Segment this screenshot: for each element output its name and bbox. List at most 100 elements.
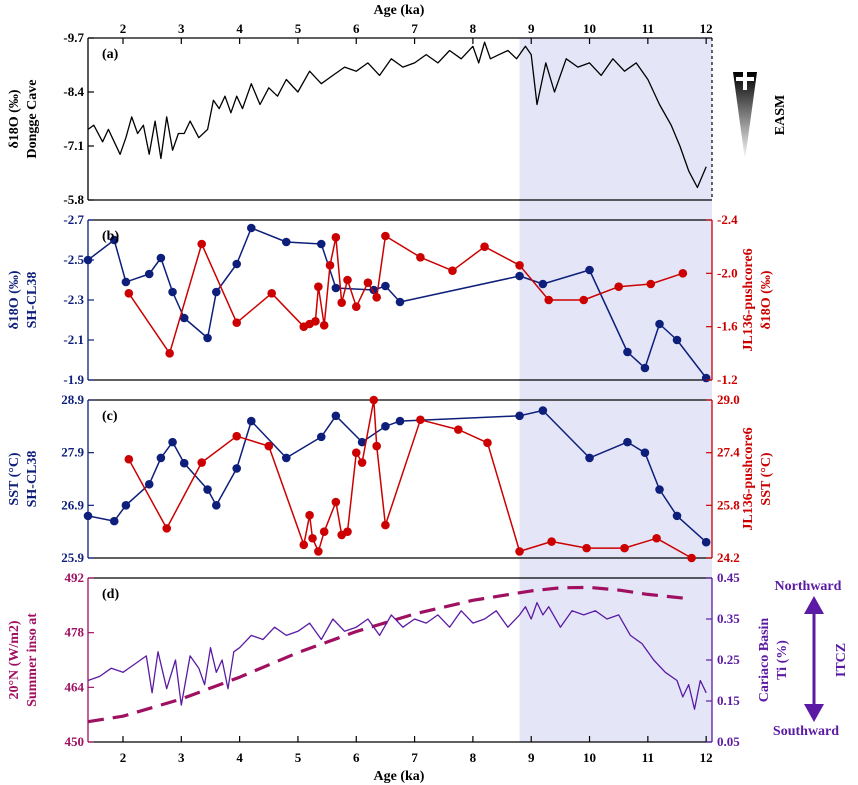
left-y-tick-label: -8.4 [63, 84, 84, 99]
x-tick-label-bottom: 10 [583, 750, 596, 765]
data-point [319, 527, 329, 536]
easm-annotation: EASM [733, 72, 788, 160]
x-tick-label-top: 8 [470, 21, 477, 36]
panel-label: (b) [102, 229, 119, 244]
x-tick-label-bottom: 2 [120, 750, 127, 765]
data-point [579, 295, 589, 305]
data-point [483, 438, 492, 448]
data-point [515, 271, 524, 281]
data-point [162, 524, 172, 533]
data-point [351, 302, 361, 311]
data-point [655, 319, 664, 329]
data-point [109, 235, 119, 245]
x-tick-label-bottom: 11 [642, 750, 654, 765]
data-point [109, 516, 119, 526]
data-point [267, 289, 277, 298]
left-y-tick-label: -1.9 [63, 372, 84, 387]
data-point [124, 454, 134, 464]
data-point [168, 437, 177, 447]
data-point [363, 278, 373, 287]
data-point [325, 261, 335, 270]
data-point [357, 437, 367, 447]
x-tick-label-bottom: 4 [236, 750, 243, 765]
left-y-tick-label: -2.1 [63, 332, 84, 347]
data-point [343, 527, 352, 536]
data-point [144, 479, 154, 489]
left-y-tick-label: 26.9 [61, 497, 84, 512]
data-point [395, 297, 405, 307]
data-point [203, 333, 212, 343]
right-axis-title-line1: JL136-pushcore6 [741, 248, 756, 351]
data-point [369, 395, 379, 405]
data-point [121, 501, 131, 510]
data-point [585, 453, 594, 463]
holocene-shade [519, 38, 712, 742]
data-point [646, 279, 656, 289]
data-point [623, 347, 632, 357]
right-y-tick-label: 0.05 [717, 734, 740, 749]
left-y-tick-label: 27.9 [61, 445, 84, 460]
data-point [156, 453, 166, 463]
left-y-tick-label: -2.7 [63, 212, 84, 227]
axes: 2 2 3 3 4 4 5 5 6 6 7 7 8 8 9 9 10 10 11 11 12 12 (a) -9.7 -8.4 -… [7, 21, 790, 765]
right-y-tick-label: 27.4 [717, 445, 740, 460]
data-point [232, 464, 242, 473]
data-point [678, 269, 688, 278]
x-tick-label-bottom: 6 [353, 750, 360, 765]
left-y-tick-label: -7.1 [63, 138, 84, 153]
x-tick-label-bottom: 12 [700, 750, 713, 765]
right-y-tick-label: -1.6 [717, 319, 738, 334]
left-y-tick-label: 478 [65, 625, 85, 640]
data-point [351, 448, 361, 457]
x-tick-label-top: 12 [700, 21, 713, 36]
data-point [381, 422, 390, 431]
left-axis-title-line2: Summer inso at [25, 613, 40, 707]
left-y-tick-label: 25.9 [61, 550, 84, 565]
northward-label: Northward [775, 579, 842, 594]
data-point [620, 543, 629, 553]
left-axis-title-line1: SST (°C) [7, 452, 22, 506]
data-point [544, 295, 554, 305]
data-point [308, 533, 317, 543]
data-point [179, 458, 189, 468]
data-point [547, 537, 556, 546]
left-axis-title-line2: Dongge Cave [25, 80, 40, 159]
data-point [144, 269, 154, 279]
data-point [179, 313, 189, 323]
data-point [319, 321, 329, 330]
panel-label: (a) [102, 47, 119, 62]
data-point [203, 485, 212, 494]
plus-icon-v [743, 72, 747, 90]
data-point [314, 547, 323, 556]
data-point [372, 293, 381, 302]
data-point [343, 275, 352, 285]
right-axis-title-line2: δ18O (‰) [759, 270, 774, 329]
data-point [246, 416, 256, 426]
data-point [538, 406, 548, 415]
x-tick-label-bottom: 9 [528, 750, 535, 765]
left-axis-title-line2: SH-CL38 [25, 272, 40, 329]
x-axis-title-bottom: Age (ka) [374, 769, 425, 784]
x-tick-label-top: 10 [583, 21, 596, 36]
x-tick-label-top: 2 [120, 21, 127, 36]
data-point [232, 431, 242, 441]
easm-gradient-triangle [733, 72, 757, 160]
data-point [381, 281, 390, 291]
data-point [381, 231, 390, 241]
data-point [211, 501, 221, 510]
right-y-tick-label: -2.0 [717, 265, 738, 280]
x-tick-label-top: 11 [642, 21, 654, 36]
data-point [357, 458, 367, 467]
data-point [701, 537, 711, 547]
right-y-tick-label: 0.15 [717, 693, 740, 708]
left-y-tick-label: -9.7 [63, 30, 84, 45]
x-tick-label-top: 4 [236, 21, 243, 36]
data-point [316, 432, 326, 442]
right-y-tick-label: 0.45 [717, 570, 740, 585]
data-point [416, 253, 425, 262]
data-point [299, 540, 309, 550]
right-y-tick-label: -1.2 [717, 372, 738, 387]
x-tick-label-top: 6 [353, 21, 360, 36]
left-axis-title-line1: δ18O (‰) [7, 270, 22, 329]
